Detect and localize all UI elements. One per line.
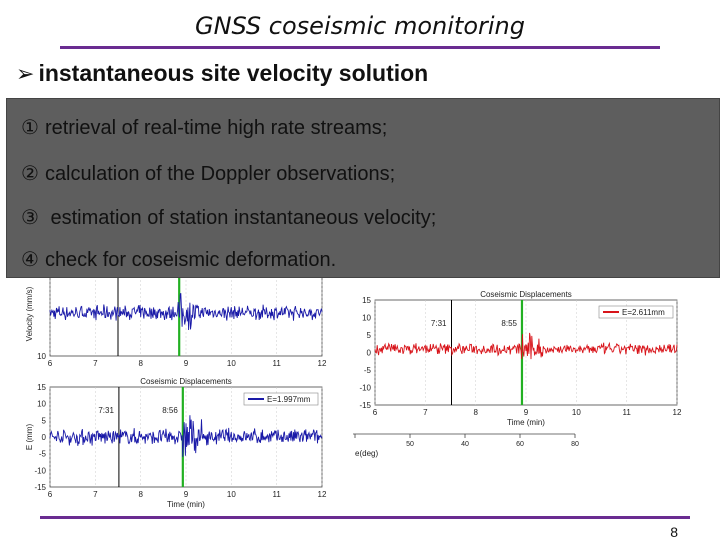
legend-box [598, 305, 674, 319]
step-1-number: ① [21, 115, 39, 139]
subtitle-text: instantaneous site velocity solution [38, 60, 429, 86]
y-tick-label: 5 [367, 331, 372, 340]
displacement-plot-right: 6 7 8 9 10 11 12 15 10 5 0 -5 -10 -15 Coseismic Displa… [359, 290, 682, 427]
y-tick-label: -10 [359, 384, 371, 393]
figures-area: 6 7 8 9 10 11 12 -10 10 Velocity (mm/s) 6 7 8 9 10 11 1… [0, 270, 720, 510]
x-tick-label: 8 [138, 359, 143, 368]
step-4-number: ④ [21, 247, 39, 271]
slide-title: GNSS coseismic monitoring [195, 12, 525, 40]
series-line [49, 415, 323, 457]
x-tick-label: 60 [516, 441, 524, 448]
x-tick-label: 10 [227, 359, 236, 368]
step-4: ④ check for coseismic deformation. [21, 247, 336, 272]
partial-axis: 50 40 60 80 e(deg) [353, 433, 579, 458]
step-2-number: ② [21, 161, 39, 185]
x-tick-label: 11 [273, 490, 282, 499]
y-axis-label: Velocity (mm/s) [25, 286, 34, 341]
step-2: ② calculation of the Doppler observations… [21, 161, 395, 186]
y-axis-label: E (mm) [25, 424, 34, 451]
step-1-text: retrieval of real-time high rate streams… [44, 117, 388, 139]
chart-title: Coseismic Displacements [480, 290, 572, 299]
step-4-text: check for coseismic deformation. [44, 249, 337, 271]
annotation-label: 8:55 [501, 319, 517, 328]
y-tick-label: 0 [42, 433, 47, 442]
y-tick-label: -10 [34, 466, 46, 475]
annotation-label: 7:31 [431, 319, 447, 328]
x-axis-label: e(deg) [355, 449, 378, 458]
y-tick-label: 0 [367, 349, 372, 358]
x-tick-label: 6 [48, 359, 53, 368]
step-3-text: estimation of station instantaneous velo… [44, 207, 437, 229]
x-axis-label: Time (min) [167, 500, 205, 509]
y-tick-label: -5 [39, 450, 47, 459]
series-line [374, 332, 678, 360]
step-2-text: calculation of the Doppler observations; [44, 163, 396, 185]
x-tick-label: 7 [423, 408, 428, 417]
partial-chart: 50 40 60 80 e(deg) [353, 433, 579, 458]
displacement-chart-right: 6 7 8 9 10 11 12 15 10 5 0 -5 -10 -15 Coseismic Displa… [359, 290, 682, 427]
steps-panel: ① retrieval of real-time high rate stream… [6, 98, 720, 278]
x-tick-label: 11 [623, 408, 632, 417]
y-tick-label: -5 [364, 366, 372, 375]
step-1: ① retrieval of real-time high rate stream… [21, 115, 387, 140]
step-3: ③ estimation of station instantaneous ve… [21, 205, 436, 230]
x-tick-label: 6 [48, 490, 53, 499]
chart-title: Coseismic Displacements [140, 377, 232, 386]
legend-label: E=2.611mm [622, 308, 665, 317]
y-tick-label: -15 [359, 401, 371, 410]
displacement-chart-left: 6 7 8 9 10 11 12 15 10 5 0 -5 -10 -15 Coseismic Displa… [25, 377, 327, 509]
x-tick-label: 7 [93, 359, 98, 368]
page-number: 8 [670, 524, 678, 540]
y-tick-label: 15 [362, 296, 371, 305]
x-tick-label: 9 [524, 408, 529, 417]
footer-divider [40, 516, 690, 519]
x-tick-label: 40 [461, 441, 469, 448]
x-tick-label: 8 [473, 408, 478, 417]
x-tick-label: 10 [572, 408, 581, 417]
y-tick-label: 10 [37, 400, 46, 409]
subtitle: ➢ instantaneous site velocity solution [16, 60, 428, 87]
y-tick-label: 10 [362, 314, 371, 323]
x-tick-label: 12 [318, 490, 327, 499]
x-tick-label: 6 [373, 408, 378, 417]
legend-label: E=1.997mm [267, 395, 311, 404]
x-tick-label: 12 [318, 359, 327, 368]
x-tick-label: 7 [93, 490, 98, 499]
x-tick-label: 8 [138, 490, 143, 499]
x-tick-label: 50 [406, 441, 414, 448]
x-tick-label: 80 [571, 441, 579, 448]
title-divider [60, 46, 660, 49]
step-3-number: ③ [21, 205, 39, 229]
displacement-plot-left: 6 7 8 9 10 11 12 15 10 5 0 -5 -10 -15 Coseismic Displa… [25, 377, 327, 509]
annotation-label: 8:56 [162, 406, 178, 415]
x-tick-label: 9 [184, 359, 189, 368]
y-tick-label: 15 [37, 383, 46, 392]
arrow-bullet-icon: ➢ [16, 62, 35, 87]
annotation-label: 7:31 [98, 406, 114, 415]
x-axis-label: Time (min) [507, 418, 545, 427]
y-tick-label: 10 [37, 352, 46, 361]
x-tick-label: 11 [273, 359, 282, 368]
y-tick-label: 5 [42, 416, 47, 425]
x-tick-label: 10 [227, 490, 236, 499]
x-tick-label: 12 [673, 408, 682, 417]
legend-box [243, 392, 319, 406]
series-line [49, 292, 323, 331]
y-tick-label: -15 [34, 483, 46, 492]
x-tick-label: 9 [184, 490, 189, 499]
